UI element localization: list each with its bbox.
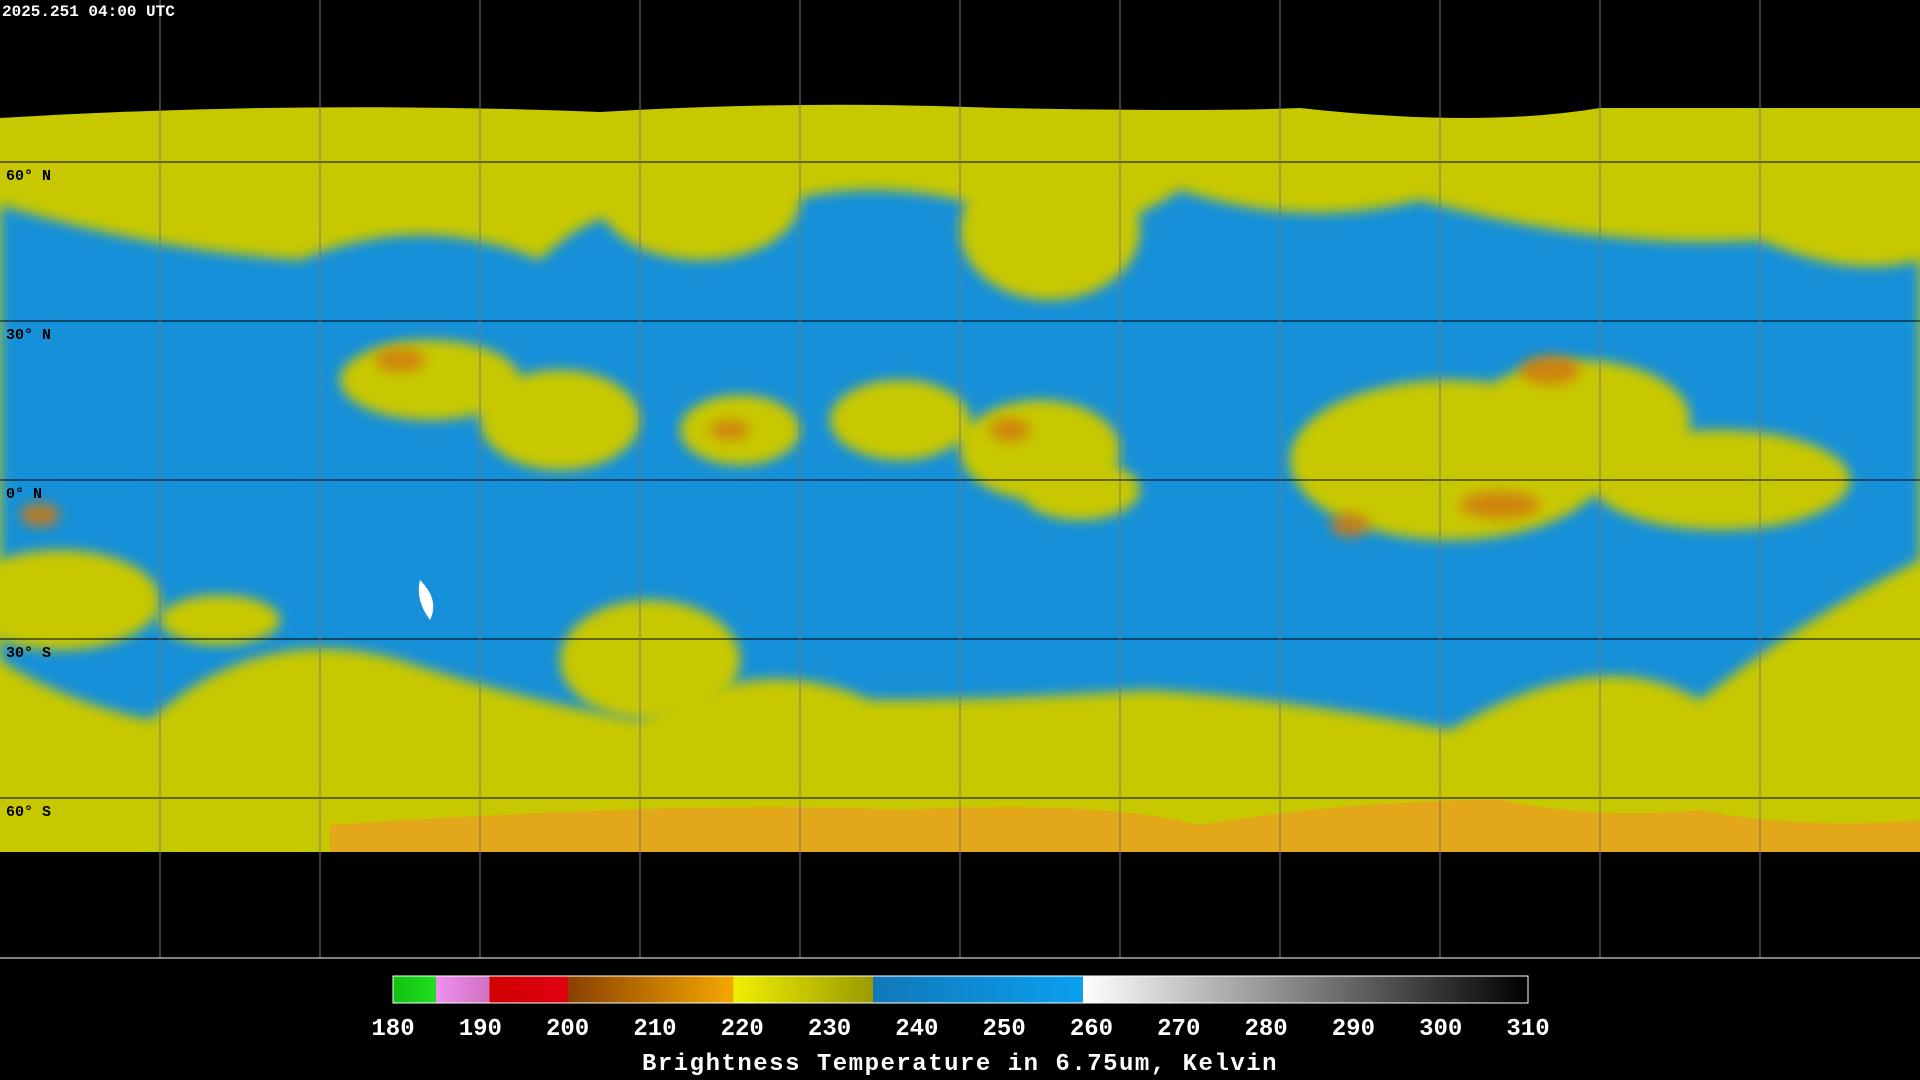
colorbar-tick-label: 260: [1070, 1016, 1113, 1043]
colorbar-title: Brightness Temperature in 6.75um, Kelvin: [642, 1051, 1278, 1078]
colorbar-tick-label: 190: [459, 1016, 502, 1043]
colorbar-tick-label: 200: [546, 1016, 589, 1043]
meridians: [159, 0, 1761, 958]
colorbar-tick-label: 280: [1244, 1016, 1287, 1043]
colorbar-tick-label: 310: [1506, 1016, 1549, 1043]
colorbar-tick-label: 230: [808, 1016, 851, 1043]
timestamp: 2025.251 04:00 UTC: [2, 3, 175, 21]
latitude-label: 30° N: [6, 327, 51, 344]
latitude-label: 60° N: [6, 168, 51, 185]
colorbar-ticks: 180 190 200 210 220 230 240 250 260 270 280 290 300 3…: [371, 1016, 1549, 1043]
colorbar-tick-label: 250: [983, 1016, 1026, 1043]
colorbar-tick-label: 270: [1157, 1016, 1200, 1043]
latitude-label: 30° S: [6, 645, 51, 662]
colorbar-tick-label: 300: [1419, 1016, 1462, 1043]
latitude-label: 0° N: [6, 486, 42, 503]
colorbar-tick-label: 210: [633, 1016, 676, 1043]
colorbar-tick-label: 240: [895, 1016, 938, 1043]
colorbar: [392, 975, 1529, 1004]
latitude-label: 60° S: [6, 804, 51, 821]
latitude-labels: 60° N 30° N 0° N 30° S 60° S: [6, 168, 51, 821]
colorbar-tick-label: 290: [1332, 1016, 1375, 1043]
colorbar-tick-label: 180: [371, 1016, 414, 1043]
colorbar-tick-label: 220: [721, 1016, 764, 1043]
